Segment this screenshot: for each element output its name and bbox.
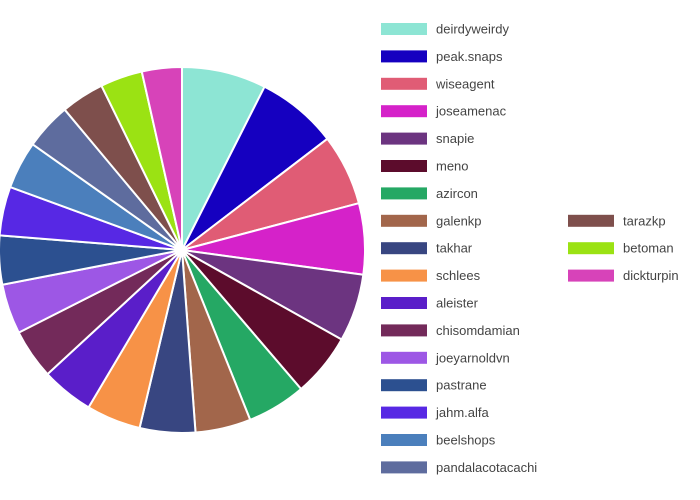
legend-item: pastrane: [381, 378, 487, 393]
legend-swatch: [381, 160, 427, 172]
legend-label: galenkp: [436, 213, 482, 228]
legend-item: wiseagent: [381, 76, 495, 91]
legend-label: deirdyweirdy: [436, 22, 509, 37]
legend-swatch: [381, 187, 427, 200]
legend-swatch: [381, 50, 427, 63]
legend-swatch: [381, 77, 427, 90]
legend-label: meno: [436, 159, 469, 174]
legend-label: peak.snaps: [436, 49, 503, 64]
legend-item: tarazkp: [568, 213, 666, 228]
legend-label: snapie: [436, 131, 474, 146]
legend-item: schlees: [381, 268, 481, 283]
legend-swatch: [381, 132, 427, 145]
legend-label: dickturpin: [623, 268, 679, 283]
legend: deirdyweirdy peak.snaps wiseagent joseamena…: [381, 22, 679, 475]
legend-item: pandalacotacachi: [381, 460, 537, 475]
legend-item: dickturpin: [568, 268, 679, 283]
legend-item: aleister: [381, 296, 479, 311]
legend-item: peak.snaps: [381, 49, 503, 64]
legend-label: azircon: [436, 186, 478, 201]
legend-label: tarazkp: [623, 213, 666, 228]
legend-swatch: [568, 242, 614, 255]
legend-swatch: [381, 324, 427, 337]
legend-swatch: [381, 434, 427, 446]
legend-swatch: [381, 406, 427, 419]
legend-item: chisomdamian: [381, 323, 520, 338]
legend-swatch: [381, 379, 427, 392]
legend-label: pastrane: [436, 378, 487, 393]
legend-label: jahm.alfa: [435, 405, 490, 420]
legend-swatch: [381, 105, 427, 118]
legend-swatch: [381, 461, 427, 474]
legend-swatch: [381, 351, 427, 364]
legend-item: beelshops: [381, 433, 496, 448]
legend-swatch: [568, 269, 614, 282]
legend-swatch: [381, 214, 427, 227]
legend-label: schlees: [436, 268, 481, 283]
legend-item: joeyarnoldvn: [381, 350, 510, 365]
legend-label: wiseagent: [435, 76, 495, 91]
legend-item: jahm.alfa: [381, 405, 490, 420]
legend-label: joeyarnoldvn: [435, 350, 510, 365]
legend-item: galenkp: [381, 213, 482, 228]
legend-item: deirdyweirdy: [381, 22, 509, 37]
legend-item: meno: [381, 159, 469, 174]
pie-slices: [0, 65, 366, 434]
pie-slice-pastrane: [0, 234, 183, 286]
pie-slice-dickturpin: [140, 65, 183, 251]
legend-label: takhar: [436, 241, 473, 256]
legend-item: snapie: [381, 131, 474, 146]
legend-item: azircon: [381, 186, 478, 201]
legend-label: aleister: [436, 296, 479, 311]
legend-item: betoman: [568, 241, 674, 256]
legend-label: pandalacotacachi: [436, 460, 537, 475]
legend-swatch: [568, 214, 614, 227]
legend-item: takhar: [381, 241, 473, 256]
legend-label: beelshops: [436, 433, 496, 448]
legend-swatch: [381, 297, 427, 309]
legend-swatch: [381, 23, 427, 35]
legend-label: joseamenac: [435, 104, 507, 119]
legend-label: chisomdamian: [436, 323, 520, 338]
legend-swatch: [381, 269, 427, 282]
legend-item: joseamenac: [381, 104, 507, 119]
legend-swatch: [381, 242, 427, 255]
legend-label: betoman: [623, 241, 674, 256]
